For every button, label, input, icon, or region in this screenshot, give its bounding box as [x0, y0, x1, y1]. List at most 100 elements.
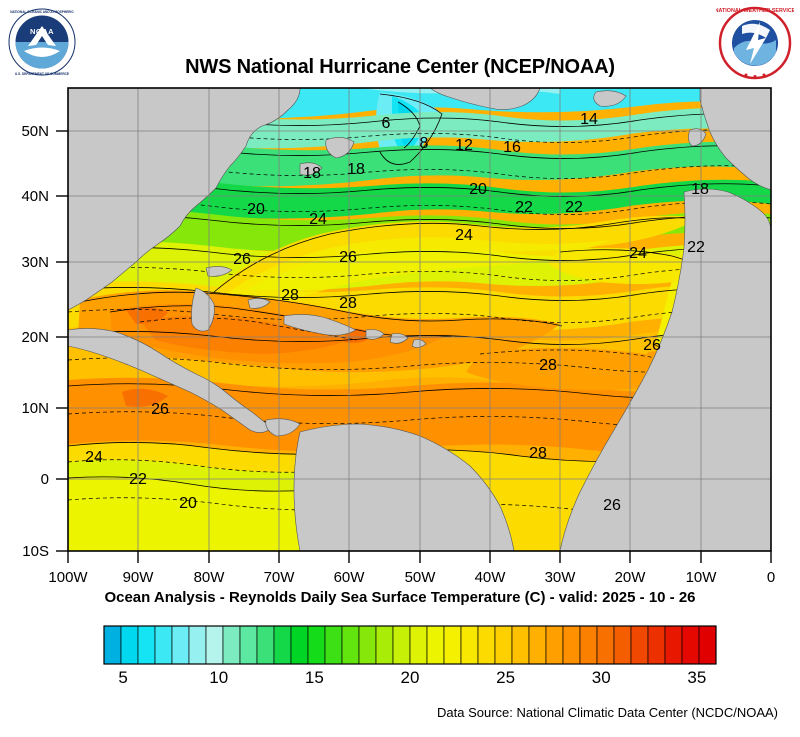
colorbar-cell — [256, 625, 275, 665]
colorbar-cell — [341, 625, 360, 665]
colorbar-cell — [239, 625, 258, 665]
colorbar-cell — [681, 625, 700, 665]
colorbar-tick-label: 25 — [496, 668, 516, 687]
contour-label: 26 — [151, 401, 169, 418]
colorbar-cell — [222, 625, 241, 665]
contour-label: 16 — [503, 139, 521, 156]
colorbar-cell — [358, 625, 377, 665]
colorbar-frame — [103, 625, 717, 665]
colorbar-cell — [545, 625, 564, 665]
sst-map: 6 8 12 16 14 18 18 18 20 20 22 22 22 24 24 24 26 26 28 28 28… — [21, 87, 775, 586]
contour-labels: 6 8 12 16 14 18 18 18 20 20 22 22 22 24 24 24 26 26 28 28 28… — [85, 111, 709, 514]
y-tick-label: 30N — [21, 254, 49, 271]
svg-text:U.S. DEPARTMENT OF COMMERCE: U.S. DEPARTMENT OF COMMERCE — [15, 72, 69, 76]
x-tick-label: 70W — [264, 569, 296, 586]
colorbar-cell — [154, 625, 173, 665]
colorbar-cell — [460, 625, 479, 665]
colorbar-cell — [273, 625, 292, 665]
colorbar-cell — [426, 625, 445, 665]
contour-label: 8 — [420, 135, 429, 152]
contour-label: 18 — [347, 161, 365, 178]
colorbar-tick-label: 15 — [304, 668, 324, 687]
colorbar-cells — [103, 625, 717, 665]
x-tick-label: 30W — [545, 569, 577, 586]
colorbar-cell — [511, 625, 530, 665]
contour-label: 24 — [629, 245, 647, 262]
colorbar-cell — [103, 625, 122, 665]
colorbar-cell — [307, 625, 326, 665]
colorbar-cell — [375, 625, 394, 665]
colorbar-cell — [188, 625, 207, 665]
colorbar-tick-label: 5 — [118, 668, 128, 687]
svg-text:NATIONAL WEATHER SERVICE: NATIONAL WEATHER SERVICE — [716, 8, 794, 14]
colorbar-cell — [647, 625, 666, 665]
x-axis-ticklabels: 100W 90W 80W 70W 60W 50W 40W 30W 20W 10W 0 — [48, 569, 775, 586]
contour-label: 28 — [339, 295, 357, 312]
chart-caption: Ocean Analysis - Reynolds Daily Sea Surf… — [104, 589, 696, 606]
contour-label: 18 — [303, 165, 321, 182]
contour-label: 26 — [233, 251, 251, 268]
contour-label: 24 — [85, 449, 103, 466]
x-tick-label: 50W — [405, 569, 437, 586]
y-tick-label: 40N — [21, 188, 49, 205]
x-tick-label: 60W — [334, 569, 366, 586]
y-tick-label: 10N — [21, 400, 49, 417]
colorbar-tick-label: 10 — [209, 668, 229, 687]
contour-label: 22 — [565, 199, 583, 216]
data-source-note: Data Source: National Climatic Data Cent… — [437, 705, 778, 720]
contour-label: 18 — [691, 181, 709, 198]
contour-label: 26 — [339, 249, 357, 266]
y-tick-label: 0 — [41, 471, 49, 488]
map-gridlines — [68, 88, 771, 551]
svg-text:NATIONAL OCEANIC AND ATMOSPHER: NATIONAL OCEANIC AND ATMOSPHERIC — [10, 10, 74, 14]
colorbar-tick-label: 30 — [591, 668, 611, 687]
colorbar-cell — [477, 625, 496, 665]
colorbar-cell — [392, 625, 411, 665]
colorbar-tick-label: 20 — [400, 668, 420, 687]
y-axis-ticklabels: 50N 40N 30N 20N 10N 0 10S — [21, 123, 49, 560]
colorbar-ticklabels: 5 10 15 20 25 30 35 — [0, 668, 800, 694]
colorbar-cell — [630, 625, 649, 665]
contour-label: 6 — [382, 115, 391, 132]
svg-text:NOAA: NOAA — [30, 27, 54, 36]
colorbar — [0, 622, 800, 682]
contour-label: 12 — [455, 137, 473, 154]
y-tick-label: 10S — [22, 543, 49, 560]
colorbar-cell — [137, 625, 156, 665]
colorbar-cell — [120, 625, 139, 665]
colorbar-cell — [409, 625, 428, 665]
contour-label: 20 — [247, 201, 265, 218]
colorbar-cell — [664, 625, 683, 665]
colorbar-cell — [324, 625, 343, 665]
x-tick-label: 0 — [767, 569, 775, 586]
colorbar-cell — [205, 625, 224, 665]
contour-label: 24 — [309, 211, 327, 228]
contour-label: 24 — [455, 227, 473, 244]
axis-ticks — [56, 130, 772, 563]
contour-label: 28 — [529, 445, 547, 462]
colorbar-tick-label: 35 — [687, 668, 707, 687]
x-tick-label: 40W — [475, 569, 507, 586]
noaa-seal-logo: NOAA NATIONAL OCEANIC AND ATMOSPHERIC U.… — [6, 6, 78, 78]
contour-label: 22 — [687, 239, 705, 256]
contour-label: 26 — [603, 497, 621, 514]
contour-label: 28 — [539, 357, 557, 374]
contour-label: 26 — [643, 337, 661, 354]
contour-label: 22 — [129, 471, 147, 488]
contour-label: 20 — [179, 495, 197, 512]
national-weather-service-logo: NATIONAL WEATHER SERVICE — [716, 4, 794, 82]
colorbar-cell — [562, 625, 581, 665]
contour-label: 28 — [281, 287, 299, 304]
x-tick-label: 10W — [686, 569, 718, 586]
contour-label: 22 — [515, 199, 533, 216]
colorbar-cell — [698, 625, 717, 665]
colorbar-cell — [596, 625, 615, 665]
x-tick-label: 20W — [615, 569, 647, 586]
colorbar-cell — [443, 625, 462, 665]
colorbar-cell — [613, 625, 632, 665]
landmasses — [68, 88, 771, 551]
y-tick-label: 50N — [21, 123, 49, 140]
colorbar-cell — [579, 625, 598, 665]
x-tick-label: 90W — [123, 569, 155, 586]
x-tick-label: 80W — [194, 569, 226, 586]
